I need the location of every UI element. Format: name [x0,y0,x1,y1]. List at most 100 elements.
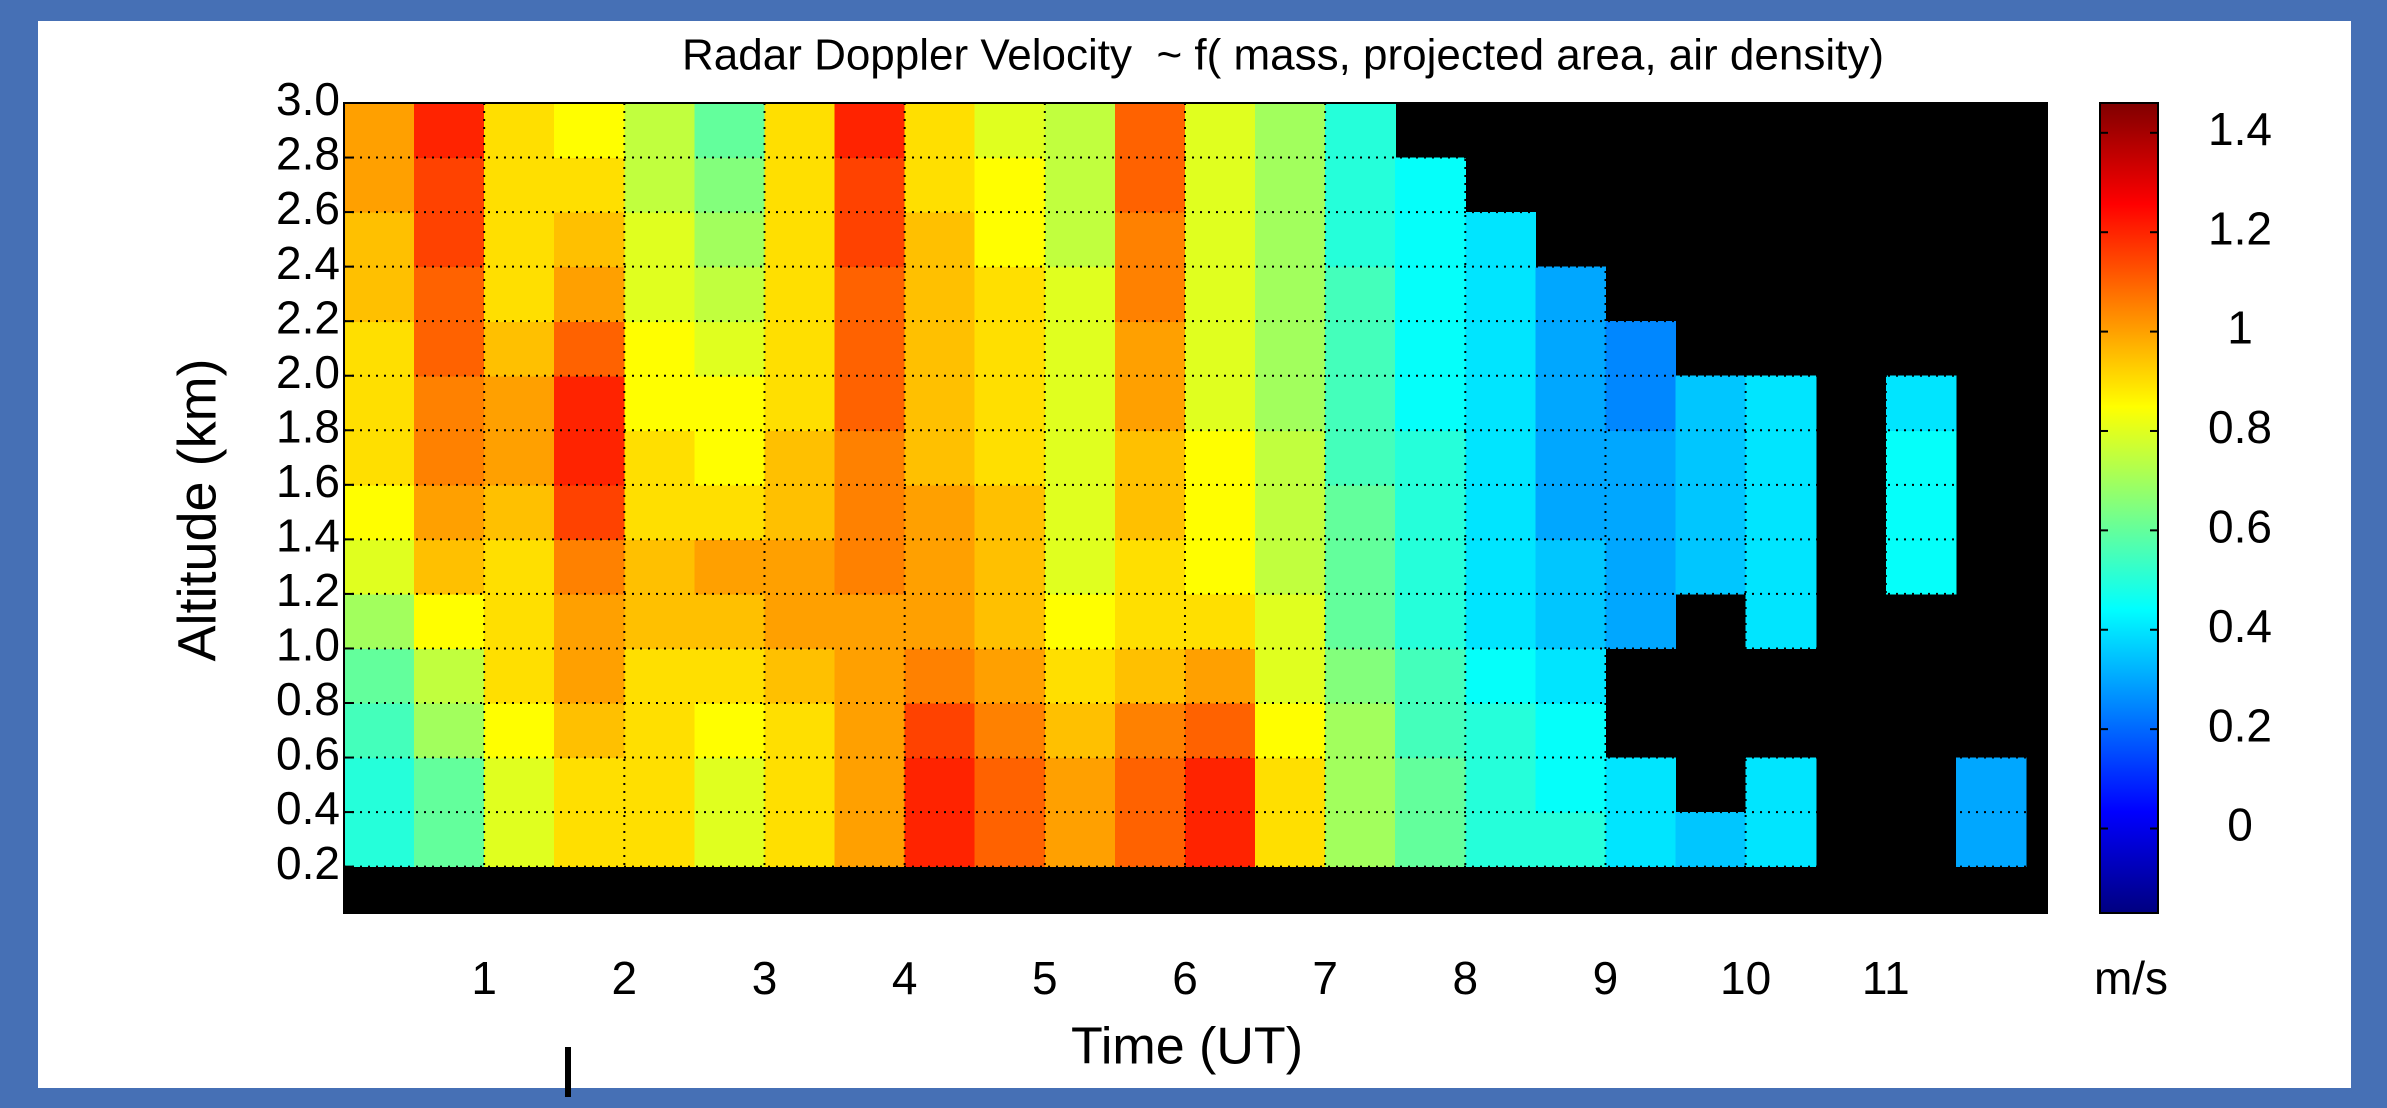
heatmap-cell [764,375,836,431]
heatmap-cell [764,703,836,759]
heatmap-cell [834,321,906,377]
x-tick-label: 6 [1172,952,1198,1004]
heatmap-cell [1114,212,1186,268]
heatmap-cell [1605,484,1677,540]
heatmap-cell [974,648,1046,704]
colorbar-tick-label: 1 [2227,302,2253,354]
x-tick-label: 10 [1720,952,1771,1004]
heatmap-cell [344,430,415,486]
heatmap-cell [974,321,1046,377]
heatmap-cell [1395,266,1466,322]
heatmap-cell [1325,266,1396,322]
y-tick-label: 1.8 [276,400,340,452]
heatmap-cell [904,484,976,540]
heatmap-cell [1605,321,1677,377]
heatmap-cell [1044,375,1116,431]
heatmap-cell [1535,593,1607,650]
heatmap-cell [484,648,555,704]
heatmap-cell [1675,375,1747,431]
heatmap-cell [554,430,625,486]
heatmap-cell [1605,375,1677,431]
x-tick-label: 2 [612,952,638,1004]
heatmap-cell [694,593,766,650]
heatmap-cell [974,430,1046,486]
heatmap-cell [1184,593,1256,650]
heatmap-cell [1184,375,1256,431]
heatmap-cell [1255,321,1326,377]
heatmap-cell [1675,539,1747,595]
heatmap-cell [1255,103,1326,159]
heatmap-cell [764,266,836,322]
heatmap-cell [1255,484,1326,540]
heatmap-cell [1044,648,1116,704]
heatmap-cell [1114,321,1186,377]
y-tick-label: 2.0 [276,346,340,398]
heatmap-cell [344,648,415,704]
heatmap-cell [1885,375,1957,431]
heatmap-cell [1044,484,1116,540]
heatmap-cell [1465,648,1536,704]
heatmap-cell [1255,375,1326,431]
heatmap-cell [344,212,415,268]
heatmap-cell [1605,812,1677,868]
y-tick-label: 2.6 [276,182,340,234]
heatmap-cell [694,212,766,268]
heatmap-cell [1044,539,1116,595]
heatmap-cell [1325,703,1396,759]
heatmap-cell [1325,321,1396,377]
heatmap-cell [834,157,906,213]
heatmap-cell [624,266,696,322]
heatmap-cell [764,812,836,868]
heatmap-cell [694,757,766,813]
heatmap-cell [1044,157,1116,213]
heatmap-cell [1535,539,1607,595]
heatmap-cell [1184,539,1256,595]
heatmap-cell [484,375,555,431]
x-tick-label: 7 [1312,952,1338,1004]
heatmap-cell [624,375,696,431]
heatmap-cell [624,103,696,159]
heatmap-cell [834,593,906,650]
heatmap-cell [1955,812,2027,868]
heatmap-cell [484,321,555,377]
x-tick-label: 1 [471,952,497,1004]
heatmap-cell [834,266,906,322]
heatmap-cell [834,484,906,540]
plot-area [344,102,2047,913]
heatmap-cell [904,539,976,595]
heatmap-cell [764,212,836,268]
heatmap-cell [624,703,696,759]
heatmap-cell [764,157,836,213]
heatmap-cell [694,375,766,431]
heatmap-cell [1745,430,1817,486]
heatmap-cell [1044,593,1116,650]
heatmap-cell [554,321,625,377]
heatmap-cell [624,212,696,268]
heatmap-cell [834,648,906,704]
heatmap-cell [1044,703,1116,759]
heatmap-cell [1044,266,1116,322]
heatmap-cell [834,539,906,595]
heatmap-cell [1325,103,1396,159]
heatmap-cell [414,266,485,322]
heatmap-cell [1465,593,1536,650]
colorbar [2099,102,2159,914]
heatmap-cell [554,812,625,868]
heatmap-cell [764,430,836,486]
heatmap-cell [1114,375,1186,431]
heatmap-cell [974,375,1046,431]
heatmap-cell [484,812,555,868]
plot-frame [343,102,2048,914]
heatmap-cell [1675,484,1747,540]
heatmap-cell [1044,321,1116,377]
heatmap-cell [1605,593,1677,650]
heatmap-cell [624,539,696,595]
heatmap-cell [1114,539,1186,595]
heatmap-cell [1325,648,1396,704]
heatmap-cell [904,430,976,486]
chart-title: Radar Doppler Velocity ~ f( mass, projec… [682,31,1884,80]
colorbar-tick-label: 0.4 [2208,600,2272,652]
x-axis-label: Time (UT) [1071,1018,1303,1076]
heatmap-cell [1184,648,1256,704]
